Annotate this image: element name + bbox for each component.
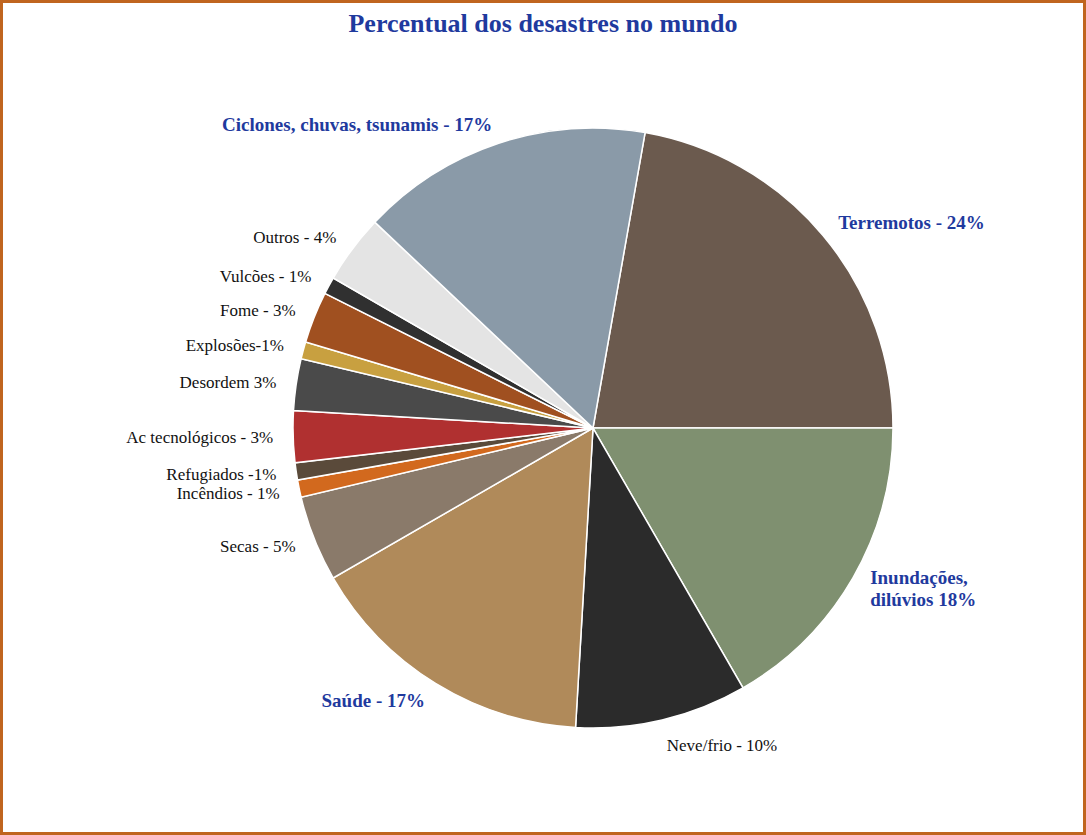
svg-text:Terremotos - 24%: Terremotos - 24% <box>838 212 985 233</box>
svg-text:Inundações,dilúvios 18%: Inundações,dilúvios 18% <box>870 567 976 610</box>
svg-text:Ciclones, chuvas, tsunamis - 1: Ciclones, chuvas, tsunamis - 17% <box>222 114 492 135</box>
svg-text:Saúde - 17%: Saúde - 17% <box>322 690 425 711</box>
svg-text:Secas - 5%: Secas - 5% <box>220 537 296 556</box>
svg-text:Outros - 4%: Outros - 4% <box>253 227 336 246</box>
svg-text:Ac tecnológicos - 3%: Ac tecnológicos - 3% <box>126 428 273 447</box>
svg-text:Neve/frio - 10%: Neve/frio - 10% <box>667 736 777 755</box>
html-text:Percentual dos desastres no mu: Percentual dos desastres no mundo <box>348 9 738 38</box>
svg-text:Fome - 3%: Fome - 3% <box>220 300 296 319</box>
svg-text:Desordem 3%: Desordem 3% <box>180 372 277 391</box>
svg-text:Incêndios - 1%: Incêndios - 1% <box>177 483 280 502</box>
svg-text:Explosões-1%: Explosões-1% <box>186 336 284 355</box>
svg-text:Vulcões - 1%: Vulcões - 1% <box>220 267 312 286</box>
svg-text:Refugiados -1%: Refugiados -1% <box>166 465 276 484</box>
